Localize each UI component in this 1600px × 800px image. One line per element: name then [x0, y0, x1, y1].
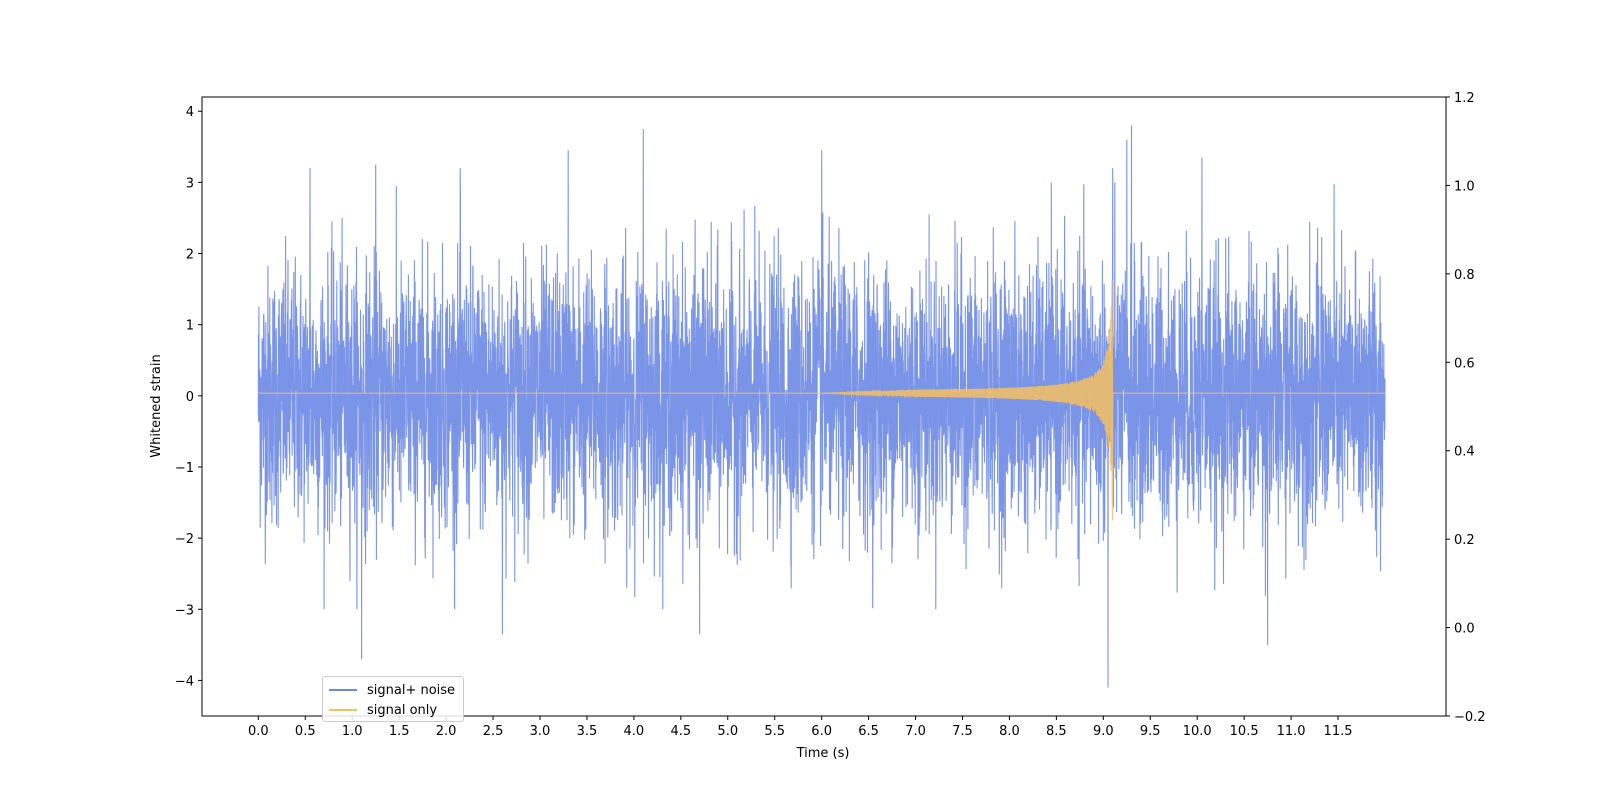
legend-swatch-signal-noise — [329, 689, 357, 691]
x-tick-label: 11.0 — [1277, 724, 1306, 739]
y-tick-label: 2 — [186, 248, 194, 263]
y-axis-left: 4 3 2 1 0 −1 −2 −3 −4 — [175, 105, 202, 689]
x-tick-label: 7.0 — [905, 724, 926, 739]
x-tick-label: 8.5 — [1046, 724, 1067, 739]
x-tick-label: 4.0 — [624, 724, 645, 739]
y-axis-right: 1.2 1.0 0.8 0.6 0.4 0.2 0.0 −0.2 — [1446, 91, 1486, 725]
legend-swatch-signal-only — [329, 709, 357, 711]
legend-item-signal-only: signal only — [329, 701, 437, 719]
x-tick-label: 9.0 — [1093, 724, 1114, 739]
legend-label-signal-only: signal only — [367, 702, 438, 718]
x-tick-label: 5.0 — [717, 724, 738, 739]
series-signal-only-line — [258, 279, 1385, 521]
x-tick-label: 1.5 — [389, 724, 410, 739]
series-signal-noise-line — [257, 125, 1386, 688]
y-tick-label: 0 — [186, 390, 194, 405]
x-tick-label: 0.5 — [295, 724, 316, 739]
x-tick-label: 3.0 — [530, 724, 551, 739]
y-axis-label: Whitened strain — [149, 354, 164, 457]
y-tick-label: −2 — [175, 532, 194, 547]
y-tick-label: −1 — [175, 461, 194, 476]
x-axis-label: Time (s) — [796, 746, 850, 761]
y-tick-label: 1 — [186, 319, 194, 334]
x-tick-label: 0.0 — [248, 724, 269, 739]
x-tick-label: 2.0 — [436, 724, 457, 739]
y2-tick-label: 0.4 — [1454, 445, 1475, 460]
plot-area-frame — [201, 96, 1447, 717]
y2-tick-label: 0.2 — [1454, 533, 1475, 548]
legend-item-signal-noise: signal+ noise — [329, 681, 455, 699]
y-tick-label: 4 — [186, 105, 194, 120]
x-tick-label: 7.5 — [952, 724, 973, 739]
x-tick-label: 3.5 — [577, 724, 598, 739]
x-tick-label: 1.0 — [342, 724, 363, 739]
y2-tick-label: 1.2 — [1454, 91, 1475, 106]
y2-tick-label: 0.0 — [1454, 622, 1475, 637]
y-tick-label: 3 — [186, 176, 194, 191]
x-tick-label: 10.0 — [1183, 724, 1212, 739]
x-tick-label: 6.5 — [858, 724, 879, 739]
x-tick-label: 10.5 — [1230, 724, 1259, 739]
y2-tick-label: −0.2 — [1454, 710, 1486, 725]
x-tick-label: 9.5 — [1140, 724, 1161, 739]
y-tick-label: −3 — [175, 603, 194, 618]
y2-tick-label: 0.8 — [1454, 268, 1475, 283]
x-axis: 0.0 0.5 1.0 1.5 2.0 2.5 3.0 3.5 4.0 4.5 5.0 5.5 6.0 6… — [248, 716, 1353, 739]
x-tick-label: 2.5 — [483, 724, 504, 739]
y2-tick-label: 0.6 — [1454, 356, 1475, 371]
x-tick-label: 4.5 — [670, 724, 691, 739]
legend: signal+ noise signal only — [322, 676, 464, 722]
y-tick-label: −4 — [175, 674, 194, 689]
x-tick-label: 8.0 — [999, 724, 1020, 739]
y2-tick-label: 1.0 — [1454, 179, 1475, 194]
x-tick-label: 11.5 — [1324, 724, 1353, 739]
legend-label-signal-noise: signal+ noise — [367, 682, 456, 698]
x-tick-label: 6.0 — [811, 724, 832, 739]
x-tick-label: 5.5 — [764, 724, 785, 739]
